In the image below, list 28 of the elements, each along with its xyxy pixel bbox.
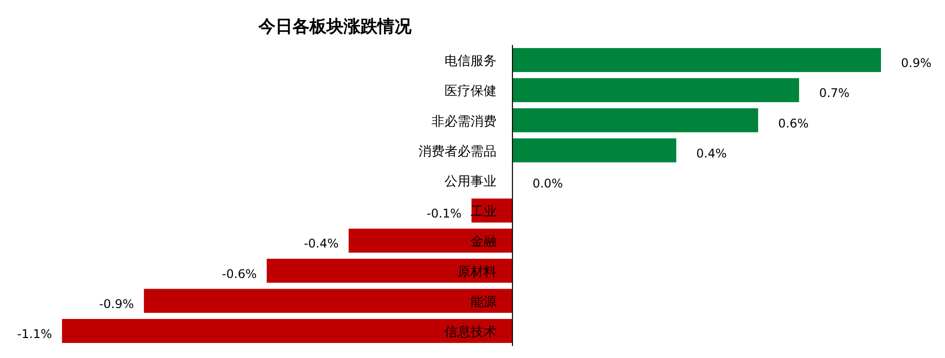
data-label: 0.6%: [778, 116, 809, 130]
bar: [512, 48, 881, 72]
data-label: 0.9%: [901, 56, 932, 70]
data-label: -1.1%: [17, 326, 52, 341]
bar: [512, 108, 758, 132]
y-tick-label: 能源: [470, 294, 496, 310]
bar: [348, 228, 512, 253]
data-label: 0.0%: [532, 176, 563, 190]
data-label: 0.7%: [819, 86, 850, 100]
y-tick-label: 信息技术: [444, 324, 496, 340]
y-tick-label: 电信服务: [444, 54, 496, 70]
y-tick-label: 原材料: [457, 264, 496, 280]
data-label: -0.1%: [426, 206, 462, 221]
y-tick-label: 金融: [470, 234, 496, 250]
y-tick-label: 非必需消费: [431, 114, 496, 130]
y-tick-label: 消费者必需品: [418, 144, 496, 160]
bar: [266, 258, 512, 283]
chart-title: 今日各板块涨跌情况: [258, 17, 412, 37]
data-label: -0.6%: [222, 266, 257, 281]
bar: [62, 318, 512, 343]
data-label: -0.9%: [99, 296, 134, 311]
y-tick-label: 公用事业: [444, 174, 496, 190]
bar: [512, 78, 800, 102]
bar: [144, 288, 512, 313]
bar: [512, 138, 676, 162]
data-label: -0.4%: [304, 236, 339, 251]
data-label: 0.4%: [696, 146, 727, 160]
y-tick-label: 医疗保健: [444, 84, 496, 100]
